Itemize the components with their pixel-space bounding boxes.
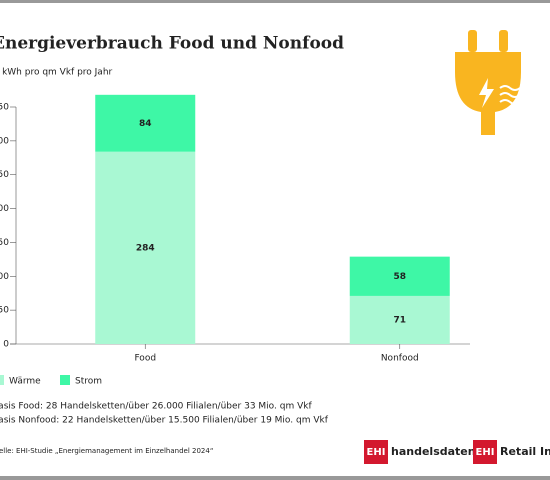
- x-tick-label: Nonfood: [381, 354, 419, 364]
- data-label: 84: [139, 119, 152, 129]
- logo-box: [364, 440, 388, 464]
- frame-bottom: [0, 476, 550, 480]
- y-tick-label: 00: [0, 272, 9, 282]
- data-label: 58: [393, 272, 406, 282]
- legend-label: Strom: [75, 377, 102, 387]
- bar-segment: [95, 151, 196, 344]
- note: Basis Food: 28 Handelsketten/über 26.000…: [0, 402, 312, 412]
- y-tick-label: 00: [0, 136, 9, 146]
- y-tick-label: 0: [3, 340, 9, 350]
- bar-segment: [349, 256, 450, 296]
- chart-title: Energieverbrauch Food und Nonfood: [0, 34, 344, 54]
- logo: EHI: [476, 447, 495, 458]
- y-tick-label: 00: [0, 204, 9, 214]
- plug-icon: [455, 30, 521, 135]
- bar-segment: [349, 295, 450, 344]
- y-tick-label: 50: [0, 103, 9, 113]
- source: Quelle: EHI-Studie „Energiemanagement im…: [0, 447, 213, 455]
- chart-subtitle: in kWh pro qm Vkf pro Jahr: [0, 68, 113, 78]
- frame-top: [0, 0, 550, 3]
- data-label: 284: [136, 243, 155, 253]
- legend-swatch: [0, 375, 4, 385]
- logo: EHI: [367, 447, 386, 458]
- y-tick-label: 50: [0, 238, 9, 248]
- y-tick-label: 50: [0, 306, 9, 316]
- note: Basis Nonfood: 22 Handelsketten/über 15.…: [0, 416, 329, 426]
- logo: Retail Institute: [500, 445, 550, 458]
- legend-label: Wärme: [9, 377, 41, 387]
- data-label: 71: [393, 315, 406, 325]
- legend-swatch: [60, 375, 70, 385]
- bar-segment: [95, 94, 196, 152]
- logo-box: [473, 440, 497, 464]
- x-tick-label: Food: [134, 354, 156, 364]
- logo: handelsdaten.de: [391, 445, 495, 458]
- y-tick-label: 50: [0, 170, 9, 180]
